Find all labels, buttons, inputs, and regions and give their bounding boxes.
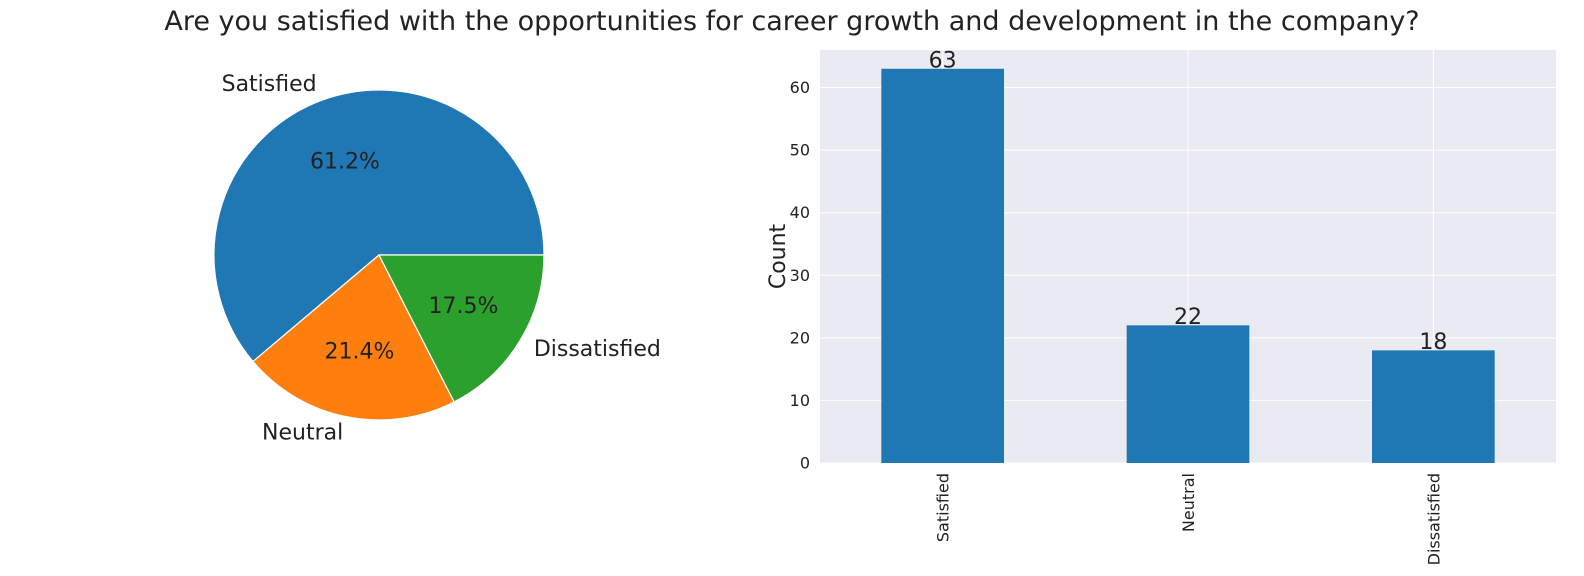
x-tick-label-satisfied: Satisfied <box>934 473 953 542</box>
figure-title: Are you satisfied with the opportunities… <box>164 6 1420 37</box>
x-tick-label-neutral: Neutral <box>1179 473 1198 532</box>
bar-chart: 0 10 20 30 40 50 60 63 Satisfied 22 Neutral 18 Dissa… <box>766 48 1556 565</box>
pie-percent-label-satisfied: 61.2% <box>310 150 380 175</box>
y-tick-label: 30 <box>790 266 810 285</box>
y-axis-label: Count <box>766 223 791 289</box>
pie-chart: 61.2% Satisfied 21.4% Neutral 17.5% Dissatisf… <box>213 72 661 445</box>
y-tick-label: 60 <box>790 78 810 97</box>
x-tick-label-dissatisfied: Dissatisfied <box>1424 473 1443 565</box>
pie-percent-label-neutral: 21.4% <box>325 340 395 365</box>
pie-category-label-satisfied: Satisfied <box>222 72 317 97</box>
pie-slice-dissatisfied <box>378 254 545 403</box>
y-tick-label: 20 <box>790 328 810 347</box>
pie-slice-neutral <box>252 254 455 421</box>
bar-neutral <box>1126 325 1250 463</box>
bar-value-label-satisfied: 63 <box>929 48 957 73</box>
y-tick-label: 50 <box>790 141 810 160</box>
pie-category-label-neutral: Neutral <box>262 420 343 445</box>
bar-dissatisfied <box>1372 350 1495 463</box>
y-tick-label: 10 <box>790 391 810 410</box>
pie-slice-satisfied <box>213 89 545 363</box>
bar-value-label-dissatisfied: 18 <box>1419 330 1447 355</box>
pie-percent-label-dissatisfied: 17.5% <box>429 294 499 319</box>
bar-satisfied <box>881 68 1004 463</box>
pie-category-label-dissatisfied: Dissatisfied <box>534 337 661 362</box>
y-tick-label: 0 <box>800 454 810 473</box>
bar-value-label-neutral: 22 <box>1174 305 1202 330</box>
y-tick-label: 40 <box>790 203 810 222</box>
